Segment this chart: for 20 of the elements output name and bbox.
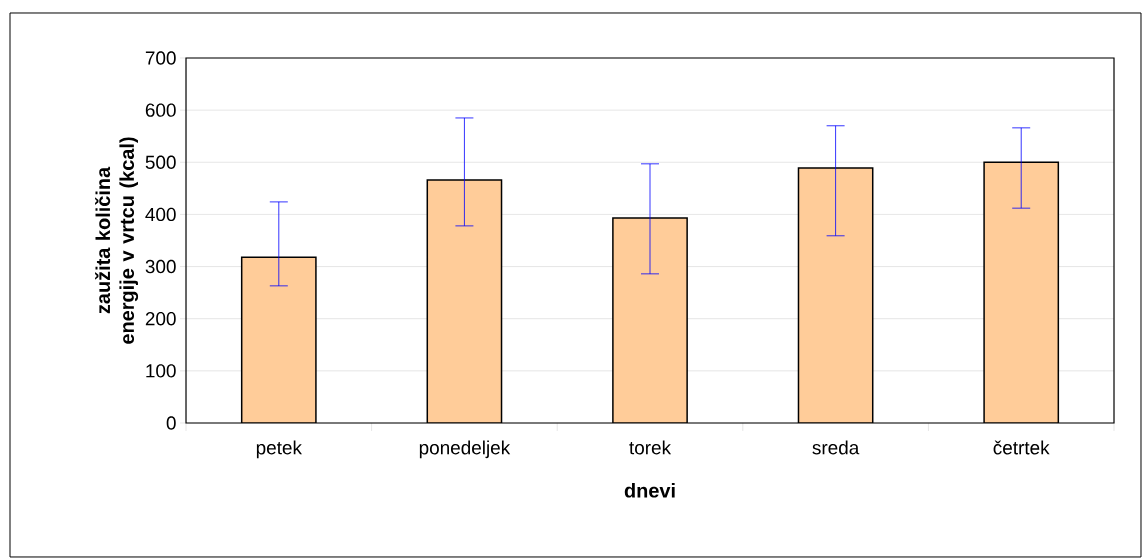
bar (426, 179, 503, 423)
bar (240, 256, 317, 423)
y-axis-title: zaužita količina energije v vrtcu (kcal) (95, 137, 139, 344)
x-axis-title: dnevi (624, 482, 675, 498)
y-tick-label: 200 (145, 312, 176, 326)
bar (612, 217, 688, 423)
x-tick-label: četrtek (993, 440, 1050, 455)
x-tick-label: petek (256, 440, 302, 459)
bar (797, 167, 874, 423)
bar (983, 161, 1060, 423)
y-tick-label: 400 (145, 207, 176, 222)
y-tick-label: 600 (145, 103, 176, 117)
y-tick-label: 300 (145, 259, 176, 274)
y-tick-label: 500 (145, 155, 176, 169)
x-tick-label: torek (629, 440, 672, 455)
y-tick-label: 0 (166, 416, 176, 430)
y-tick-label: 700 (145, 51, 176, 65)
y-tick-label: 100 (146, 364, 176, 378)
x-tick-label: sreda (812, 440, 860, 455)
x-tick-label: ponedeljek (419, 440, 511, 459)
